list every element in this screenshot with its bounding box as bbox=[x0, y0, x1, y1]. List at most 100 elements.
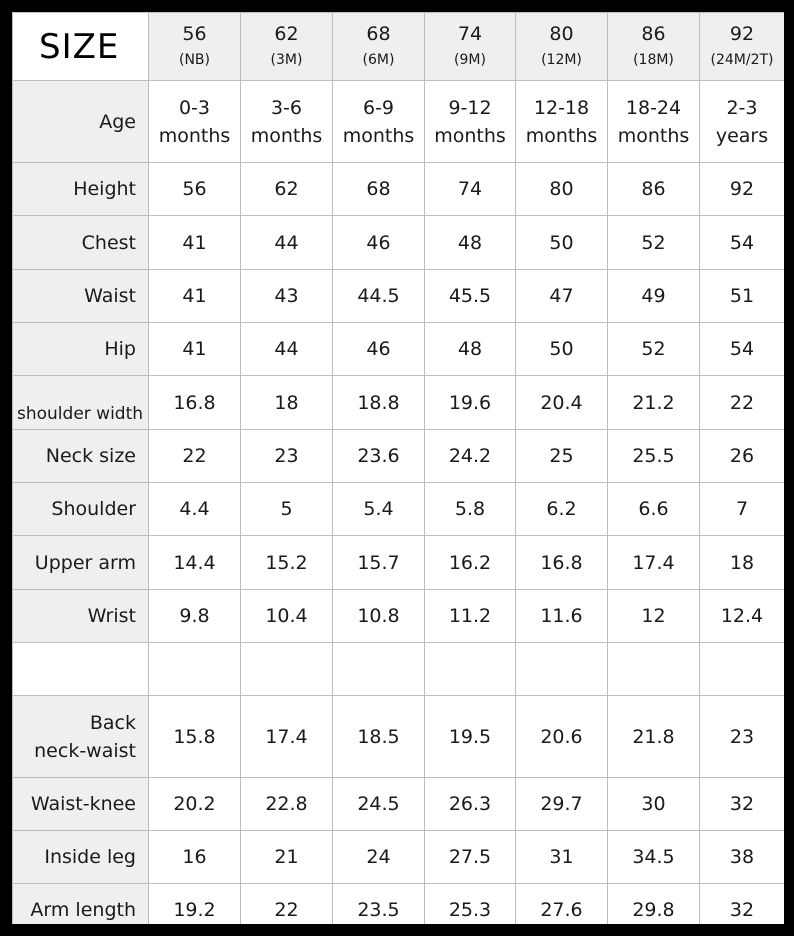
table-cell: 24.2 bbox=[424, 429, 516, 483]
table-cell: 9.8 bbox=[148, 589, 241, 643]
row-label: Hip bbox=[12, 322, 149, 376]
table-cell: 44 bbox=[240, 322, 333, 376]
table-cell: 12-18 months bbox=[515, 80, 608, 163]
table-cell: 16 bbox=[148, 830, 241, 884]
table-cell: 6-9 months bbox=[332, 80, 425, 163]
table-cell: 18.8 bbox=[332, 375, 425, 430]
size-age-label: (6M) bbox=[362, 51, 395, 68]
table-cell bbox=[240, 642, 333, 696]
table-cell: 11.6 bbox=[515, 589, 608, 643]
size-header: 56 (NB) bbox=[148, 12, 241, 81]
table-cell: 50 bbox=[515, 322, 608, 376]
row-label: shoulder width bbox=[12, 375, 149, 430]
table-cell: 23 bbox=[240, 429, 333, 483]
table-cell: 18-24 months bbox=[607, 80, 700, 163]
table-row: Arm length 19.2 22 23.5 25.3 27.6 29.8 32 bbox=[12, 883, 784, 924]
table-cell: 10.8 bbox=[332, 589, 425, 643]
table-cell: 29.7 bbox=[515, 777, 608, 831]
size-title: SIZE bbox=[12, 12, 149, 81]
table-cell: 6.2 bbox=[515, 482, 608, 536]
table-cell: 44 bbox=[240, 215, 333, 270]
row-label: Waist-knee bbox=[12, 777, 149, 831]
size-number: 74 bbox=[457, 22, 483, 45]
table-cell: 5.8 bbox=[424, 482, 516, 536]
row-label: Inside leg bbox=[12, 830, 149, 884]
table-cell: 24 bbox=[332, 830, 425, 884]
table-cell: 92 bbox=[699, 162, 784, 216]
table-cell bbox=[699, 642, 784, 696]
row-label: Height bbox=[12, 162, 149, 216]
table-cell: 15.7 bbox=[332, 535, 425, 590]
table-cell: 30 bbox=[607, 777, 700, 831]
table-cell: 21.8 bbox=[607, 695, 700, 778]
table-cell: 29.8 bbox=[607, 883, 700, 924]
table-cell: 15.2 bbox=[240, 535, 333, 590]
table-cell: 23 bbox=[699, 695, 784, 778]
table-cell: 19.6 bbox=[424, 375, 516, 430]
table-cell: 21.2 bbox=[607, 375, 700, 430]
size-number: 92 bbox=[729, 22, 755, 45]
table-cell bbox=[607, 642, 700, 696]
table-cell: 54 bbox=[699, 322, 784, 376]
table-cell: 62 bbox=[240, 162, 333, 216]
row-label bbox=[12, 642, 149, 696]
row-label: Waist bbox=[12, 269, 149, 323]
table-row: Height 56 62 68 74 80 86 92 bbox=[12, 162, 784, 216]
table-cell: 27.5 bbox=[424, 830, 516, 884]
table-cell: 16.2 bbox=[424, 535, 516, 590]
size-header: 62 (3M) bbox=[240, 12, 333, 81]
table-cell: 32 bbox=[699, 883, 784, 924]
table-cell: 48 bbox=[424, 322, 516, 376]
table-cell: 16.8 bbox=[148, 375, 241, 430]
table-cell: 15.8 bbox=[148, 695, 241, 778]
table-cell: 22 bbox=[240, 883, 333, 924]
table-cell: 31 bbox=[515, 830, 608, 884]
size-chart: SIZE 56 (NB) 62 (3M) 68 (6M) 74 (9M) 80 (12M) 86 (18… bbox=[12, 12, 784, 924]
row-label: Upper arm bbox=[12, 535, 149, 590]
table-cell: 24.5 bbox=[332, 777, 425, 831]
size-header: 92 (24M/2T) bbox=[699, 12, 784, 81]
size-age-label: (NB) bbox=[178, 51, 210, 68]
size-header: 80 (12M) bbox=[515, 12, 608, 81]
table-row: Hip 41 44 46 48 50 52 54 bbox=[12, 322, 784, 376]
row-label: Neck size bbox=[12, 429, 149, 483]
size-age-label: (9M) bbox=[454, 51, 486, 68]
table-cell: 3-6 months bbox=[240, 80, 333, 163]
table-cell: 6.6 bbox=[607, 482, 700, 536]
table-cell: 4.4 bbox=[148, 482, 241, 536]
table-cell: 5 bbox=[240, 482, 333, 536]
table-cell: 19.2 bbox=[148, 883, 241, 924]
table-cell: 26 bbox=[699, 429, 784, 483]
size-age-label: (3M) bbox=[270, 51, 303, 68]
table-cell: 50 bbox=[515, 215, 608, 270]
size-age-label: (24M/2T) bbox=[710, 51, 774, 68]
table-cell: 12.4 bbox=[699, 589, 784, 643]
table-cell: 20.4 bbox=[515, 375, 608, 430]
table-cell: 52 bbox=[607, 215, 700, 270]
table-cell: 68 bbox=[332, 162, 425, 216]
table-cell: 20.2 bbox=[148, 777, 241, 831]
table-cell: 9-12 months bbox=[424, 80, 516, 163]
table-cell: 74 bbox=[424, 162, 516, 216]
table-cell: 52 bbox=[607, 322, 700, 376]
size-header: 74 (9M) bbox=[424, 12, 516, 81]
table-cell: 17.4 bbox=[240, 695, 333, 778]
table-row: Waist-knee 20.2 22.8 24.5 26.3 29.7 30 32 bbox=[12, 777, 784, 831]
size-table: SIZE 56 (NB) 62 (3M) 68 (6M) 74 (9M) 80 (12M) 86 (18… bbox=[12, 12, 784, 924]
table-row bbox=[12, 642, 784, 696]
table-cell: 44.5 bbox=[332, 269, 425, 323]
table-cell: 19.5 bbox=[424, 695, 516, 778]
size-number: 80 bbox=[549, 22, 574, 45]
row-label: Wrist bbox=[12, 589, 149, 643]
table-cell: 41 bbox=[148, 215, 241, 270]
table-cell bbox=[148, 642, 241, 696]
size-number: 62 bbox=[274, 22, 299, 45]
size-age-label: (18M) bbox=[633, 51, 674, 68]
table-cell: 18 bbox=[699, 535, 784, 590]
table-row: Age 0-3 months 3-6 months 6-9 months 9-12 mo… bbox=[12, 80, 784, 163]
table-cell: 25.5 bbox=[607, 429, 700, 483]
table-cell: 34.5 bbox=[607, 830, 700, 884]
table-cell: 54 bbox=[699, 215, 784, 270]
table-row: Upper arm 14.4 15.2 15.7 16.2 16.8 17.4 18 bbox=[12, 535, 784, 590]
table-cell: 17.4 bbox=[607, 535, 700, 590]
